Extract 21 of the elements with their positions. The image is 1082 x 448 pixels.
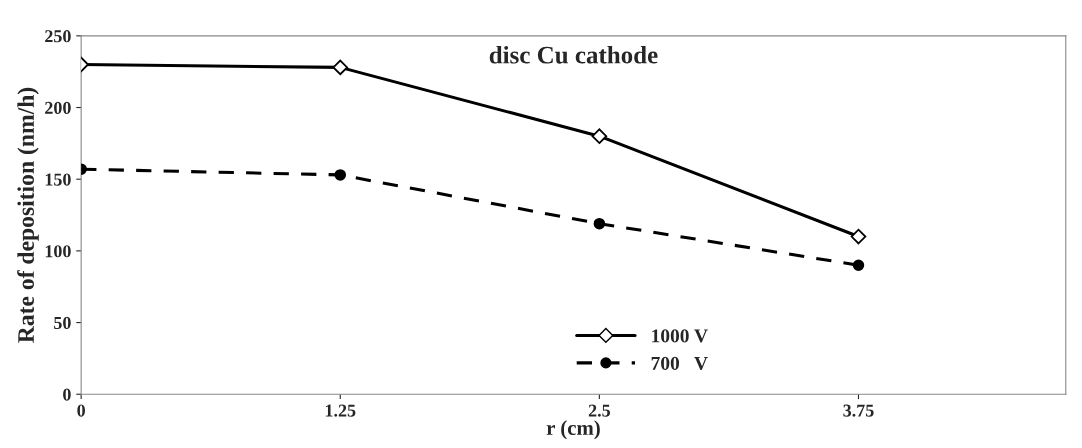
- point: [850, 228, 867, 245]
- x-tick-label: 1.25: [325, 404, 356, 417]
- y-tick-label: 200: [45, 101, 71, 114]
- y-tick-label: 250: [45, 30, 71, 43]
- y-tick-label: 50: [54, 316, 71, 329]
- legend-label: 1000 V: [652, 329, 708, 343]
- y-tick-label: 150: [45, 173, 71, 186]
- x-tick-label: 2.5: [588, 404, 610, 417]
- y-axis-title: Rate of deposition (nm/h): [17, 87, 39, 343]
- y-tick-label: 100: [45, 245, 71, 258]
- point: [334, 169, 347, 181]
- y-tick-label: 0: [63, 388, 71, 401]
- chart-title: disc Cu cathode: [489, 46, 658, 64]
- x-tick-label: 0: [77, 404, 85, 417]
- point: [332, 59, 349, 76]
- legend-label: 700 V: [651, 356, 708, 370]
- x-tick-label: 3.75: [843, 404, 874, 417]
- x-axis-title: r (cm): [546, 420, 600, 440]
- point: [591, 128, 608, 144]
- point: [852, 259, 865, 271]
- point: [593, 217, 606, 230]
